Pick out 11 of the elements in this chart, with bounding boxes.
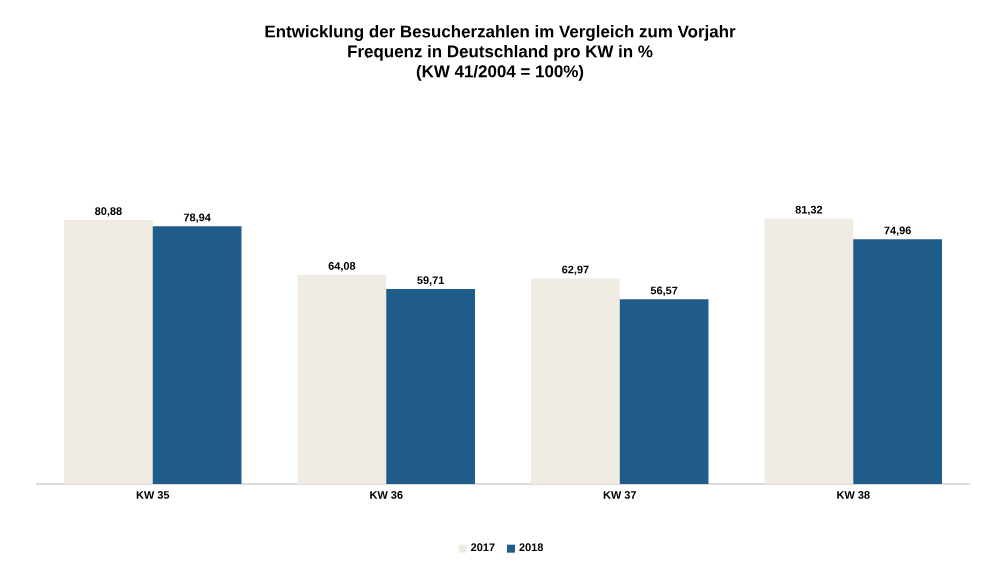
chart-subtitle: Frequenz in Deutschland pro KW in % <box>348 44 653 61</box>
bar <box>152 226 242 484</box>
bar <box>853 239 942 484</box>
bar <box>531 278 620 484</box>
chart-title: Entwicklung der Besucherzahlen im Vergleich zum Vorjahr <box>265 25 736 41</box>
bar <box>386 289 475 484</box>
bar <box>297 274 387 484</box>
bar <box>764 218 854 484</box>
bar <box>64 219 153 484</box>
text: (KW 41/2004 = 100%) <box>416 64 584 81</box>
bar <box>619 299 709 484</box>
